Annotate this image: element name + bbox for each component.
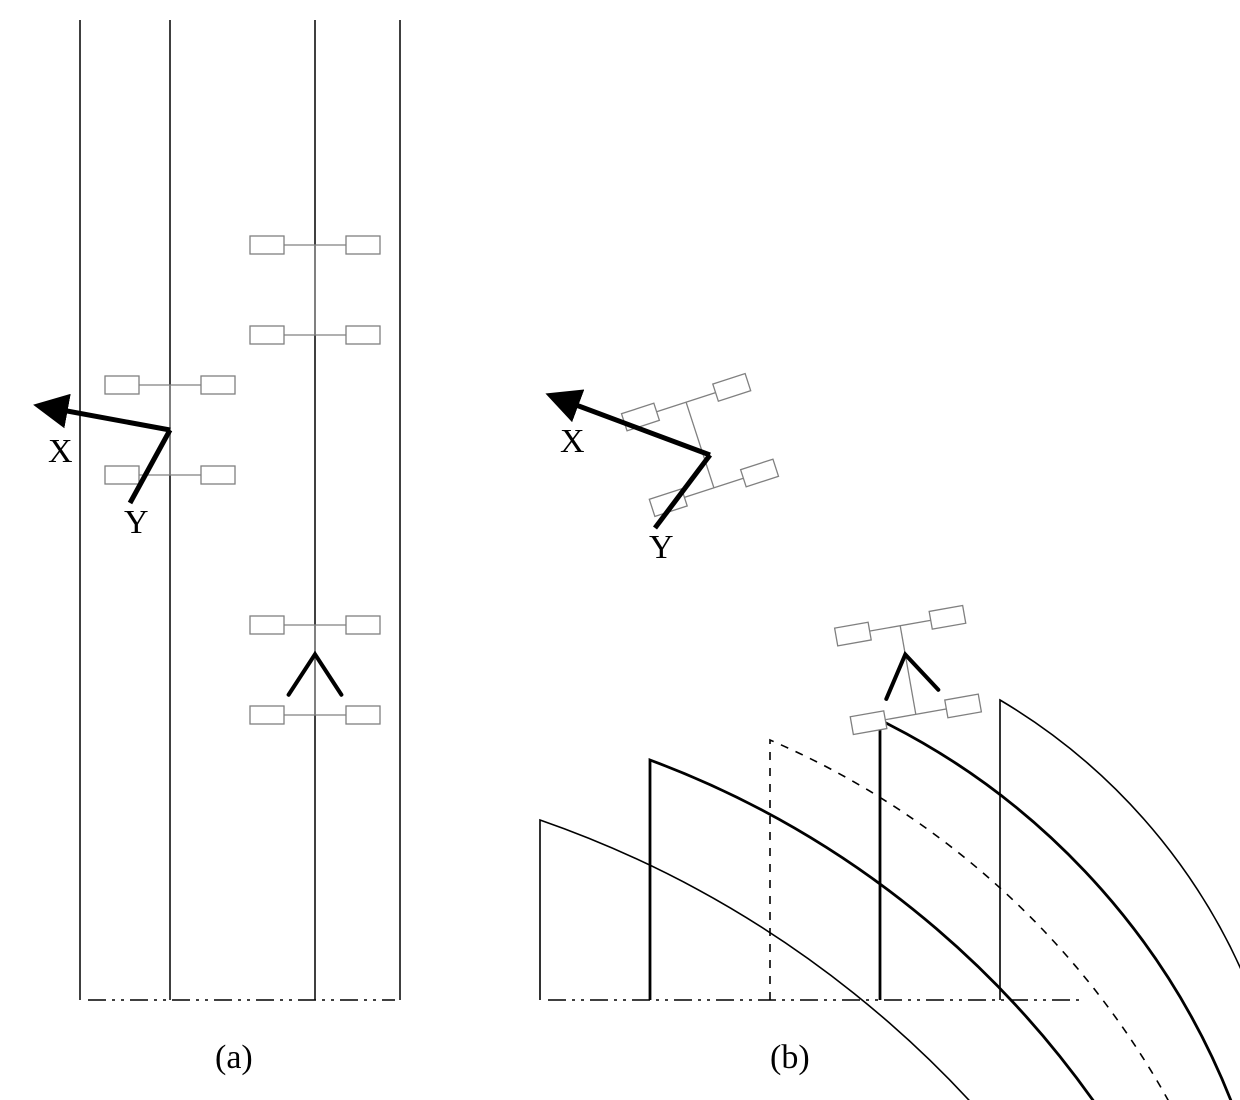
vehicle-icon bbox=[250, 236, 380, 344]
curved-lane-line bbox=[650, 760, 1240, 1100]
curved-lane-line bbox=[770, 740, 1240, 1100]
curved-lane-line bbox=[880, 720, 1240, 1100]
x-axis-label: X bbox=[48, 433, 73, 470]
panel-b: X Y (b) bbox=[540, 374, 1240, 1100]
vehicle-icon bbox=[621, 374, 778, 517]
panel-a: X Y (a) bbox=[40, 20, 400, 1076]
x-axis-arrow bbox=[40, 406, 170, 430]
y-axis-label: Y bbox=[649, 529, 674, 566]
panel-label-b: (b) bbox=[770, 1039, 810, 1076]
panel-label-a: (a) bbox=[215, 1039, 253, 1076]
vehicle-icon bbox=[835, 606, 982, 735]
curved-lane-line bbox=[540, 820, 1240, 1100]
vehicle-icon bbox=[250, 616, 380, 724]
x-axis-label: X bbox=[560, 423, 585, 460]
y-axis-label: Y bbox=[124, 504, 149, 541]
